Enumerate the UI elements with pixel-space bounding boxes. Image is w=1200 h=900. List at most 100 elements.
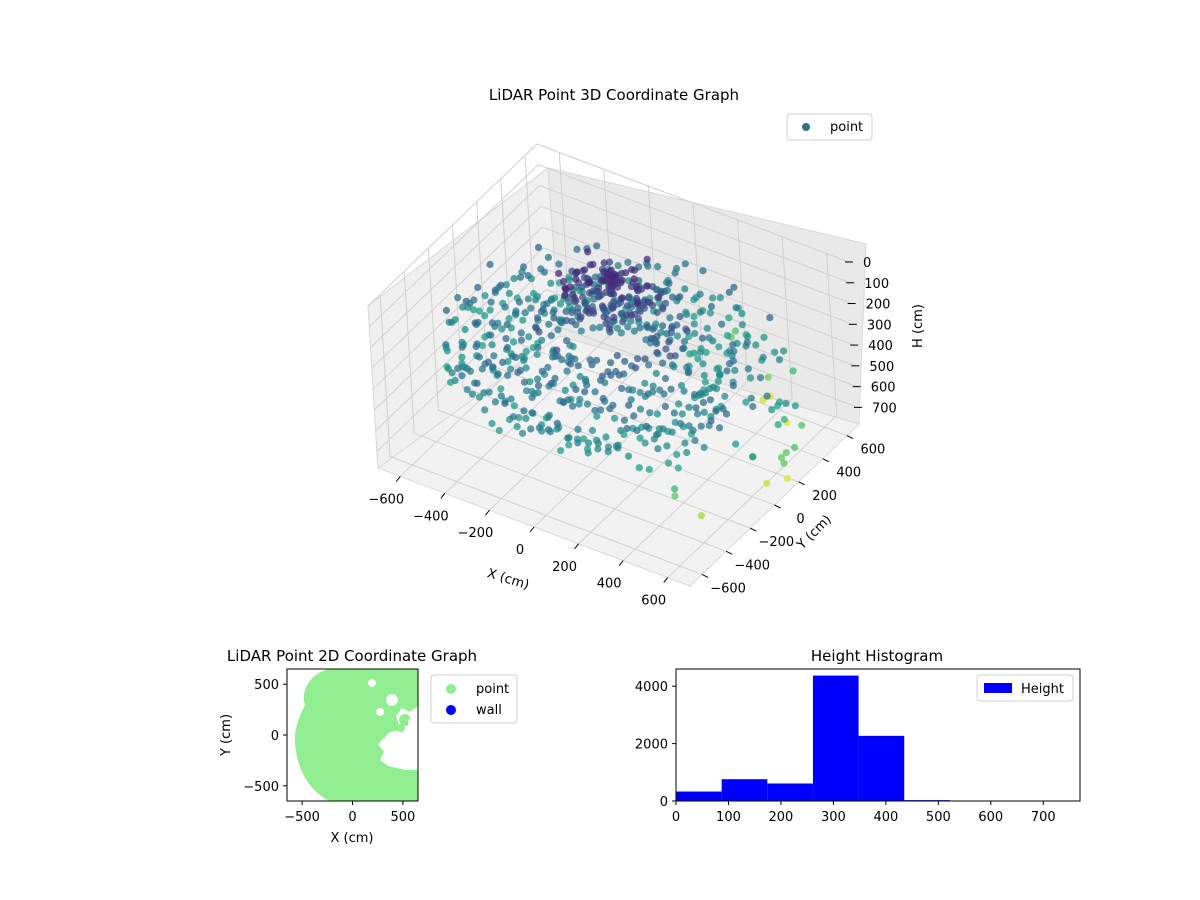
point-3d	[670, 409, 678, 417]
point-3d	[518, 429, 527, 437]
point-3d	[696, 348, 704, 356]
x-tick-label-histogram: 700	[1031, 810, 1056, 825]
point-3d	[521, 309, 529, 317]
point-3d	[545, 411, 553, 419]
point-3d	[575, 400, 583, 408]
point-3d	[547, 379, 555, 388]
point-3d	[509, 413, 517, 421]
point-3d	[555, 269, 563, 277]
point-3d	[747, 374, 755, 382]
point-3d	[780, 347, 788, 355]
point-3d	[627, 317, 635, 325]
point-3d	[743, 338, 751, 346]
point-3d	[635, 464, 643, 472]
point-3d	[665, 279, 673, 287]
ticks-2d: −500 0 500 −500 0 500	[243, 678, 415, 825]
point-3d	[780, 415, 789, 424]
point-3d	[486, 260, 494, 269]
point-3d	[576, 372, 584, 381]
point-3d	[579, 293, 587, 301]
point-3d	[625, 401, 633, 409]
point-3d	[689, 426, 697, 434]
point-3d	[539, 305, 547, 313]
point-3d	[573, 245, 581, 253]
point-3d	[609, 290, 618, 298]
point-3d	[525, 333, 533, 341]
grid-line-z	[540, 205, 854, 325]
point-3d	[674, 464, 682, 472]
point-3d	[594, 445, 602, 453]
point-3d	[627, 283, 636, 291]
point-3d	[572, 385, 580, 394]
y-tick-label-2d: 500	[254, 678, 279, 693]
legend-3d: point	[786, 113, 873, 141]
point-3d	[544, 426, 553, 434]
point-3d	[636, 324, 644, 332]
point-3d	[774, 402, 782, 410]
point-3d	[623, 302, 632, 310]
point-3d	[715, 343, 723, 351]
point-3d	[581, 299, 589, 307]
point-3d	[649, 382, 657, 390]
point-3d	[715, 364, 723, 372]
point-3d	[791, 443, 799, 452]
point-3d	[676, 293, 684, 301]
point-3d	[700, 408, 708, 416]
point-3d	[749, 402, 757, 411]
point-3d	[696, 290, 704, 298]
point-3d	[599, 394, 607, 403]
x-tick-label-histogram: 300	[821, 810, 846, 825]
point-3d	[709, 337, 717, 345]
x-tick-3d	[574, 543, 579, 550]
point-3d	[507, 395, 515, 403]
point-3d	[504, 357, 512, 366]
point-3d	[697, 422, 705, 430]
ticks-histogram: 0 100 200 300 400 500 600 700 0 2000 4000	[635, 680, 1056, 825]
x-tick-label-3d: −200	[458, 526, 494, 541]
point-3d	[641, 379, 649, 387]
point-3d	[699, 360, 707, 368]
z-tick-label-3d: 300	[867, 318, 892, 333]
point-3d	[563, 337, 571, 345]
legend-3d-marker	[802, 123, 810, 131]
point-3d	[583, 400, 592, 408]
point-3d	[602, 288, 610, 296]
point-3d	[481, 312, 489, 320]
point-3d	[701, 389, 710, 397]
z-tick-label-3d: 700	[872, 401, 897, 416]
point-3d	[527, 304, 535, 312]
point-3d	[497, 281, 505, 289]
point-3d	[491, 286, 499, 294]
point-3d	[671, 492, 679, 500]
point-3d	[752, 341, 760, 349]
point-3d	[706, 396, 715, 404]
point-3d	[463, 386, 471, 394]
point-3d	[766, 314, 774, 322]
point-3d	[596, 323, 604, 331]
point-3d	[560, 398, 568, 406]
grid-line-y	[500, 178, 512, 341]
point-3d	[690, 320, 698, 328]
legend-2d-point-marker	[446, 684, 456, 694]
point-3d	[442, 306, 450, 314]
z-tick-label-3d: 400	[868, 339, 893, 354]
point-3d	[517, 329, 525, 337]
point-3d	[561, 291, 569, 299]
point-3d	[730, 283, 738, 291]
legend-2d-point-label: point	[476, 682, 509, 697]
wall-hole-2d-shape	[376, 708, 384, 716]
point-3d	[690, 349, 698, 357]
point-3d	[534, 343, 542, 351]
point-3d	[738, 310, 746, 318]
point-3d	[756, 374, 765, 382]
point-3d	[568, 317, 576, 325]
point-3d	[621, 357, 629, 365]
point-3d	[622, 311, 631, 319]
point-3d	[605, 325, 613, 333]
point-3d	[480, 389, 488, 397]
x-tick-label-3d: 600	[641, 594, 666, 609]
point-3d	[594, 439, 602, 447]
point-3d	[624, 258, 632, 266]
point-3d	[501, 399, 509, 407]
point-3d	[608, 304, 617, 312]
